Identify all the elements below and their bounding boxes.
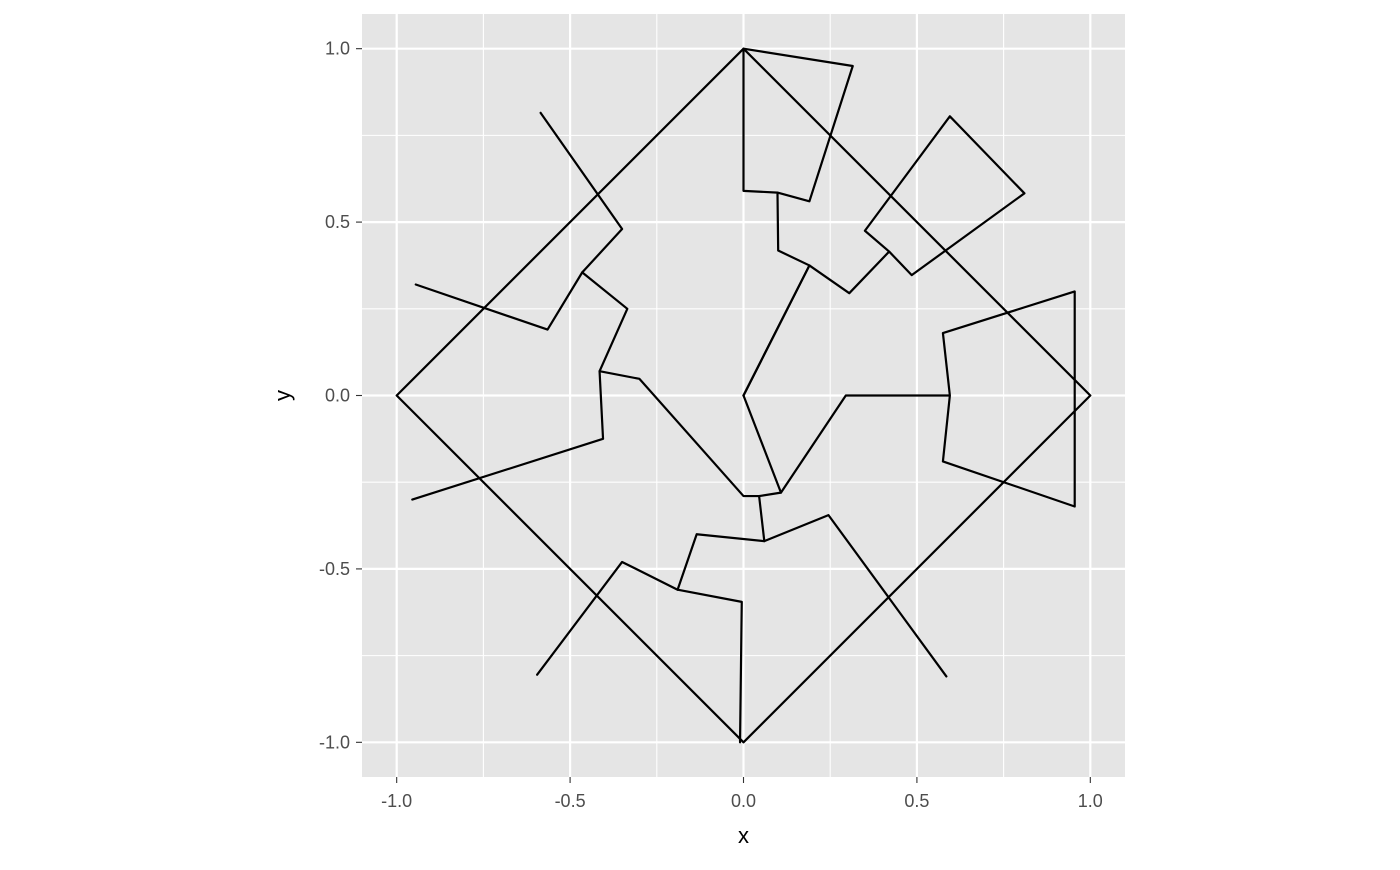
x-axis-title: x: [738, 823, 749, 848]
series-path-8: [676, 588, 743, 744]
series-path-6: [411, 370, 605, 501]
axis-layer: -1.0 -0.5 0.0 0.5 1.0 -1.0 -0.5 0.0 0.5 1.0: [319, 39, 1103, 811]
series-layer: [395, 47, 1092, 744]
series-path-1: [742, 115, 1026, 397]
y-tick-label: 0.5: [325, 212, 350, 232]
y-axis-title: y: [270, 390, 295, 401]
x-tick-label: -0.5: [555, 791, 586, 811]
y-tick-label: -1.0: [319, 732, 350, 752]
series-path-4: [539, 111, 761, 498]
x-tick-label: 0.0: [731, 791, 756, 811]
x-tick-label: -1.0: [381, 791, 412, 811]
x-tick-label: 0.5: [904, 791, 929, 811]
series-path-2: [742, 290, 1076, 508]
x-tick-label: 1.0: [1078, 791, 1103, 811]
series-path-5: [414, 271, 584, 331]
y-tick-label: 1.0: [325, 39, 350, 59]
series-path-10: [395, 47, 1092, 744]
series-path-9: [742, 47, 854, 397]
y-tick-label: -0.5: [319, 559, 350, 579]
y-tick-label: 0.0: [325, 386, 350, 406]
